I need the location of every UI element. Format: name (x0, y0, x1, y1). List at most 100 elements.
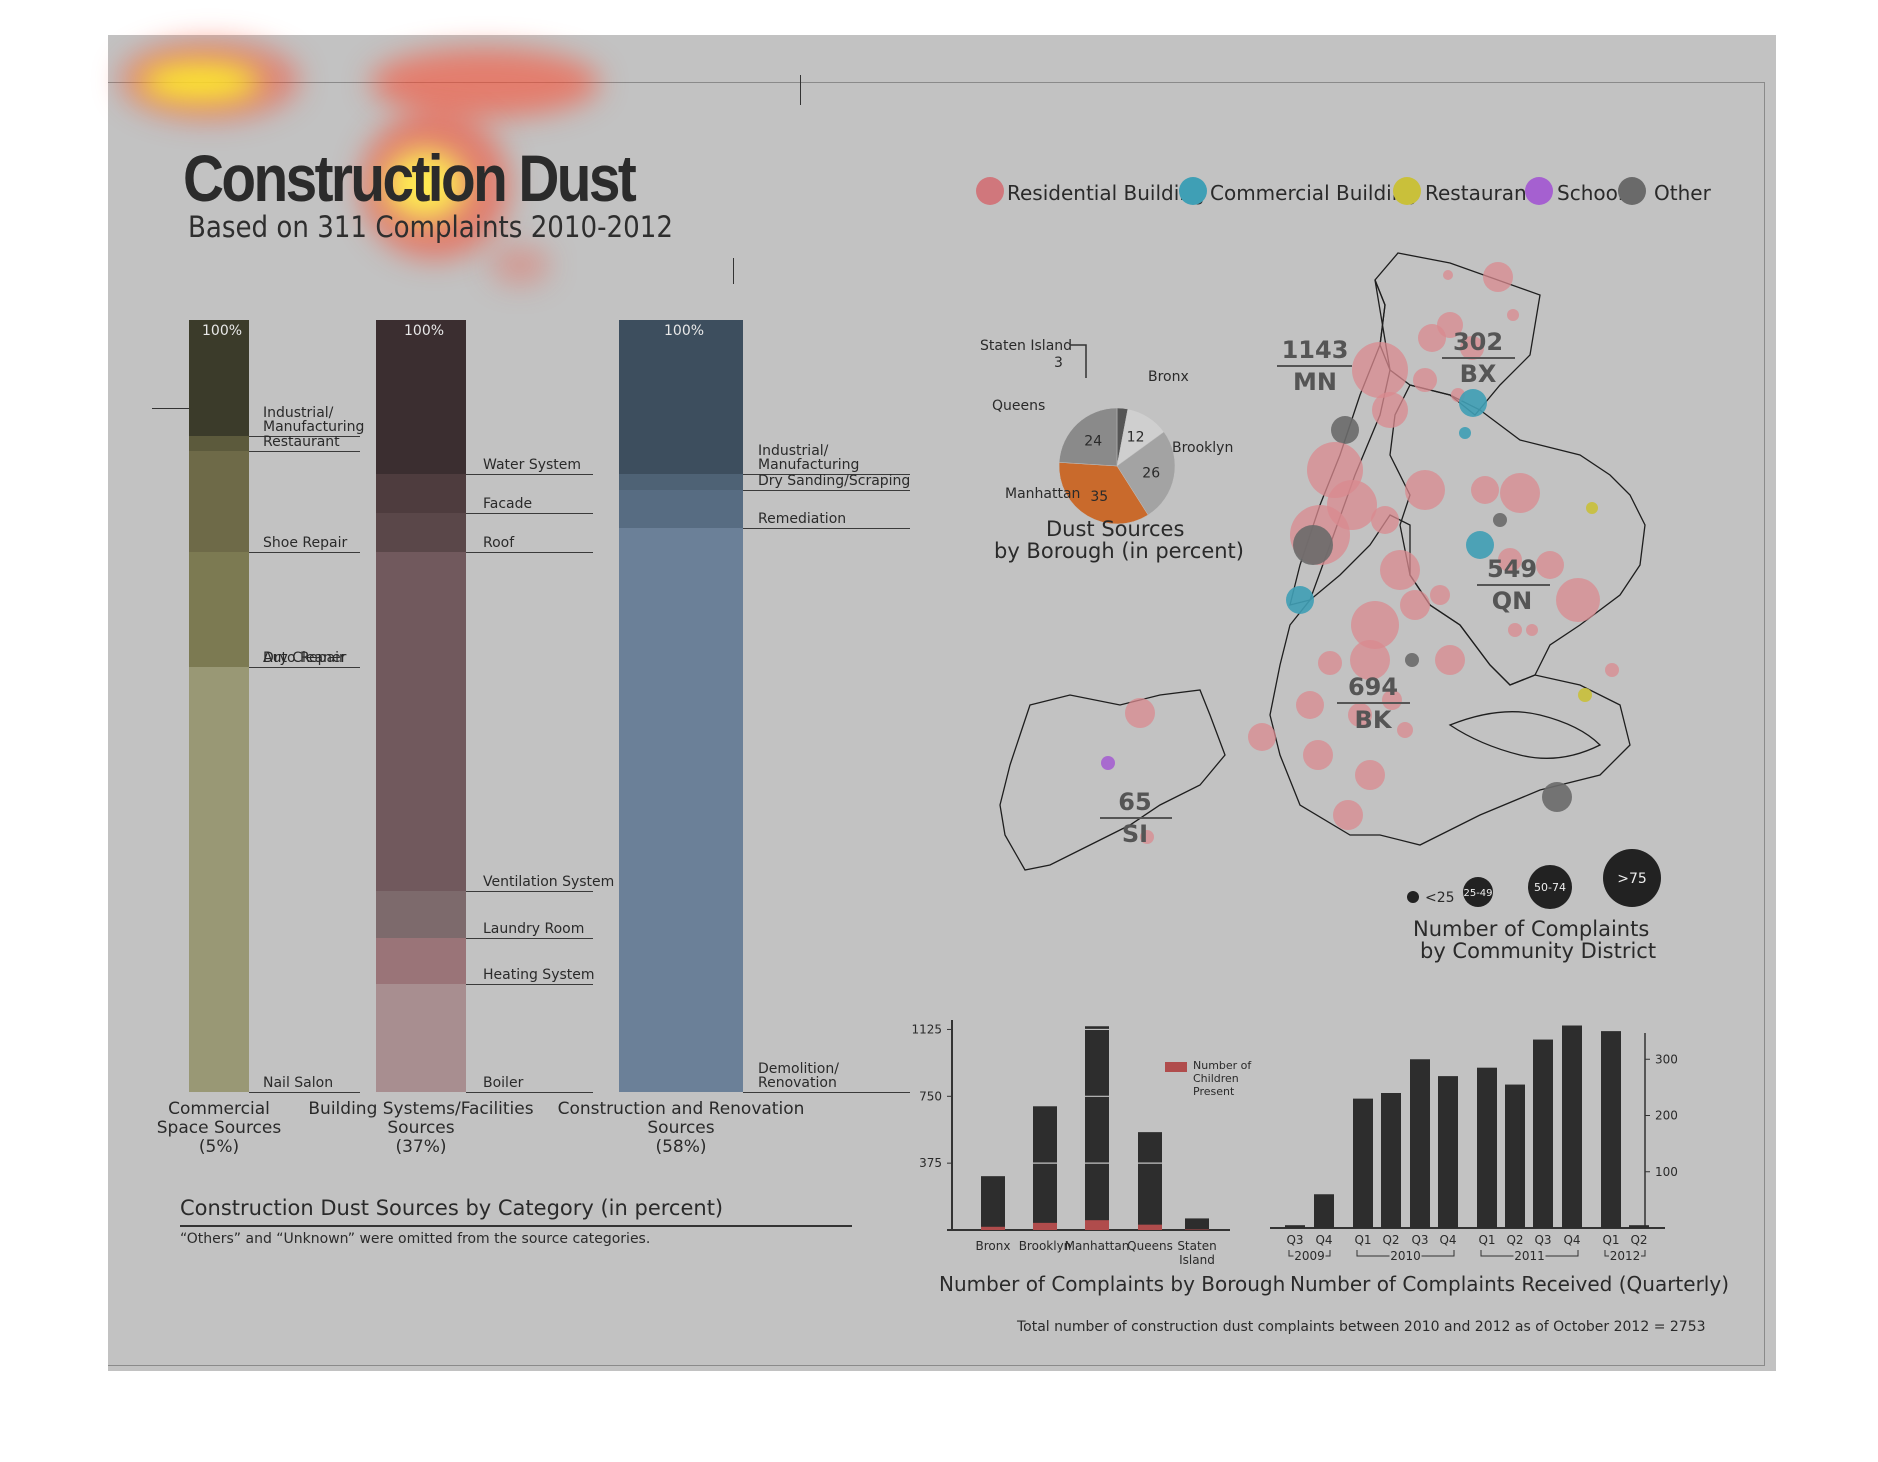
quarter-bar (1601, 1031, 1621, 1228)
borough-pie-chart: 12 26 35 24 Staten Island 3 Bronx Queens Br… (980, 338, 1233, 525)
pie-caption-line-1: Dust Sources (1046, 517, 1185, 541)
complaint-bubble (1293, 525, 1333, 565)
complaint-bubble (1418, 324, 1446, 352)
legend-swatch-4 (1618, 177, 1646, 205)
category-segment (376, 320, 466, 475)
quarter-bar (1438, 1076, 1458, 1228)
x-tick-label: Q1 (1354, 1233, 1371, 1247)
quarter-bar (1381, 1093, 1401, 1228)
poster-frame (108, 82, 1765, 1366)
borough-bar (981, 1176, 1005, 1230)
x-tick-label: Q2 (1506, 1233, 1523, 1247)
complaint-bubble (1466, 531, 1494, 559)
category-caption-rule (180, 1225, 852, 1227)
category-column-caption: (37%) (395, 1137, 447, 1157)
category-segment-label: Dry Cleaner (263, 650, 347, 667)
borough-bar (1085, 1026, 1109, 1230)
complaint-bubble (1125, 698, 1155, 728)
footer-total: Total number of construction dust compla… (1017, 1319, 1706, 1335)
complaint-bubble (1500, 473, 1540, 513)
category-segment-label: Ventilation System (483, 874, 615, 891)
x-tick-label: Manhattan (1065, 1239, 1130, 1253)
complaint-bubble (1459, 389, 1487, 417)
pie-slice-value: 12 (1127, 430, 1145, 446)
complaint-bubble (1400, 590, 1430, 620)
size-legend-label: 25-49 (1463, 888, 1492, 899)
borough-bar (1185, 1218, 1209, 1230)
complaint-bubble (1459, 427, 1471, 439)
category-segment-label: Nail Salon (263, 1075, 334, 1091)
category-segment-label: Auto Repair (263, 650, 345, 667)
x-tick-label: Q3 (1286, 1233, 1303, 1247)
complaint-bubble (1318, 651, 1342, 675)
pie-slice-value: 24 (1084, 434, 1102, 450)
category-segment-label: Dry Sanding/Scraping (758, 472, 911, 489)
category-leader-line (743, 474, 910, 476)
size-legend-dot (1407, 891, 1419, 903)
x-tick-label: Queens (1127, 1239, 1173, 1253)
complaint-bubble (1382, 690, 1402, 710)
complaint-bubble (1536, 551, 1564, 579)
quarter-bar (1562, 1025, 1582, 1228)
category-leader-line (466, 474, 593, 476)
complaint-bubble (1380, 550, 1420, 590)
category-note: “Others” and “Unknown” were omitted from… (180, 1231, 651, 1247)
quarter-bar (1285, 1225, 1305, 1228)
pie-leader-line (1070, 344, 1087, 378)
complaint-bubble (1471, 476, 1499, 504)
children-bar (981, 1226, 1005, 1230)
category-leader-line (466, 1092, 593, 1093)
map-caption-line-2: by Community District (1420, 939, 1657, 963)
borough-code-qn: QN (1492, 587, 1533, 615)
complaint-bubble (1350, 640, 1390, 680)
category-segment (376, 551, 466, 892)
complaint-bubble (1397, 722, 1413, 738)
category-top-percent: 100% (664, 323, 705, 339)
complaint-bubble (1333, 800, 1363, 830)
category-segment-label: Boiler (483, 1075, 524, 1091)
x-tick-label: Q3 (1534, 1233, 1551, 1247)
borough-bar (1138, 1132, 1162, 1230)
category-segment-label: Laundry Room (483, 920, 585, 937)
quarter-bar (1314, 1194, 1334, 1228)
pie-label-staten: Staten Island (980, 338, 1072, 354)
complaint-bubble (1483, 262, 1513, 292)
year-label-background (1513, 1249, 1546, 1261)
staten-island-outline (999, 689, 1226, 871)
year-label-background (1389, 1249, 1422, 1261)
complaint-bubble (1460, 336, 1484, 360)
quarter-bar (1477, 1067, 1497, 1228)
complaint-bubble (1286, 586, 1314, 614)
category-segment (376, 513, 466, 552)
category-segment-label: Shoe Repair (263, 534, 348, 551)
x-tick-label: Staten Island (1177, 1239, 1216, 1267)
category-leader-line (249, 1092, 360, 1093)
x-tick-label: Q2 (1630, 1233, 1647, 1247)
children-bar (1185, 1229, 1209, 1230)
size-legend-dot (1463, 877, 1493, 907)
pie-label-brooklyn: Brooklyn (1172, 440, 1233, 456)
x-tick-label: Q4 (1439, 1233, 1456, 1247)
complaint-bubble (1430, 585, 1450, 605)
page-subtitle: Based on 311 Complaints 2010-2012 (188, 210, 673, 244)
children-legend-label: Number of Children Present (1193, 1059, 1252, 1098)
children-legend-swatch (1165, 1062, 1187, 1072)
complaint-bubble (1248, 723, 1276, 751)
category-top-percent: 100% (202, 323, 243, 339)
complaint-bubble (1605, 663, 1619, 677)
category-column-caption: Sources (387, 1118, 455, 1138)
legend-label-3: School (1557, 181, 1624, 205)
category-leader-line (743, 1092, 910, 1093)
category-segment (376, 983, 466, 1092)
category-segment (619, 474, 743, 490)
year-label-background (1293, 1249, 1326, 1261)
pie-caption-line-2: by Borough (in percent) (994, 539, 1244, 563)
category-segment-label: Remediation (758, 511, 847, 528)
category-segment (376, 937, 466, 984)
pie-label-staten-value: 3 (1054, 355, 1063, 371)
complaint-bubble (1507, 309, 1519, 321)
size-legend-label: 50-74 (1534, 881, 1566, 894)
category-column-caption: Building Systems/Facilities (308, 1099, 534, 1119)
complaint-bubble (1372, 392, 1408, 428)
category-segment (189, 667, 249, 1092)
